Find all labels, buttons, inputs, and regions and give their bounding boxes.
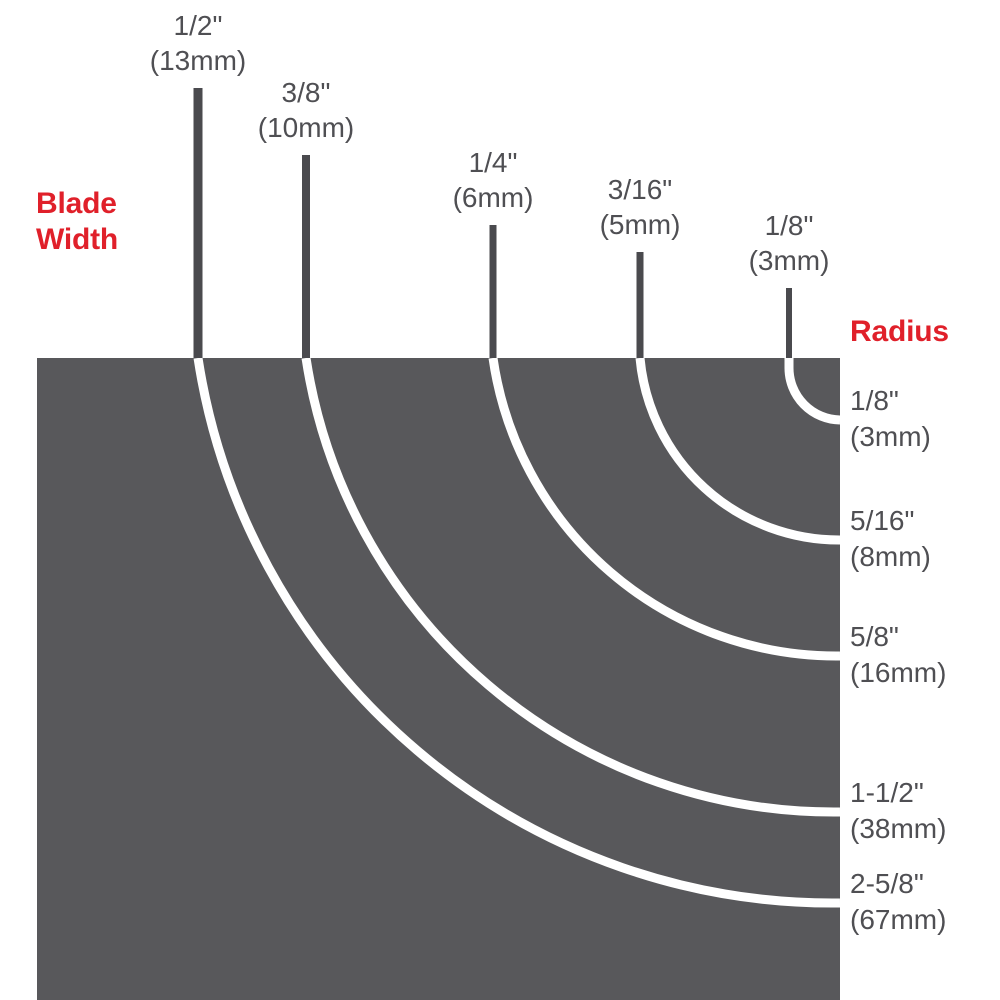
kerf-arc-1: [193, 358, 840, 908]
kerf-arc-group: [193, 358, 840, 908]
kerf-arc-5: [784, 358, 840, 425]
blade-stem-4: [636, 252, 644, 358]
blade-width-label-1: 1/2" (13mm): [149, 10, 247, 76]
blade-stem-group: [193, 88, 792, 358]
radius-label-1: 2-5/8" (67mm): [850, 868, 947, 935]
blade-width-label-2: 3/8" (10mm): [257, 77, 355, 143]
kerf-arc-4: [635, 358, 840, 545]
blade-width-label-4: 3/16" (5mm): [599, 174, 681, 240]
blade-stem-1: [193, 88, 203, 358]
radius-label-2: 1-1/2" (38mm): [850, 777, 947, 844]
kerf-arc-3: [488, 358, 840, 661]
blade-width-label-3: 1/4" (6mm): [452, 147, 534, 213]
blade-stem-3: [489, 225, 497, 358]
radius-label-3: 5/8" (16mm): [850, 621, 947, 688]
radius-label-5: 1/8" (3mm): [850, 385, 931, 452]
blade-stem-5: [786, 288, 792, 358]
legend-radius: Radius: [850, 315, 949, 348]
legend-blade-width: Blade Width: [36, 187, 119, 256]
kerf-arc-2: [301, 358, 840, 817]
blade-width-label-5: 1/8" (3mm): [748, 210, 830, 276]
blade-stem-2: [302, 155, 310, 358]
workpiece-block: [37, 358, 840, 1000]
radius-label-4: 5/16" (8mm): [850, 505, 931, 572]
